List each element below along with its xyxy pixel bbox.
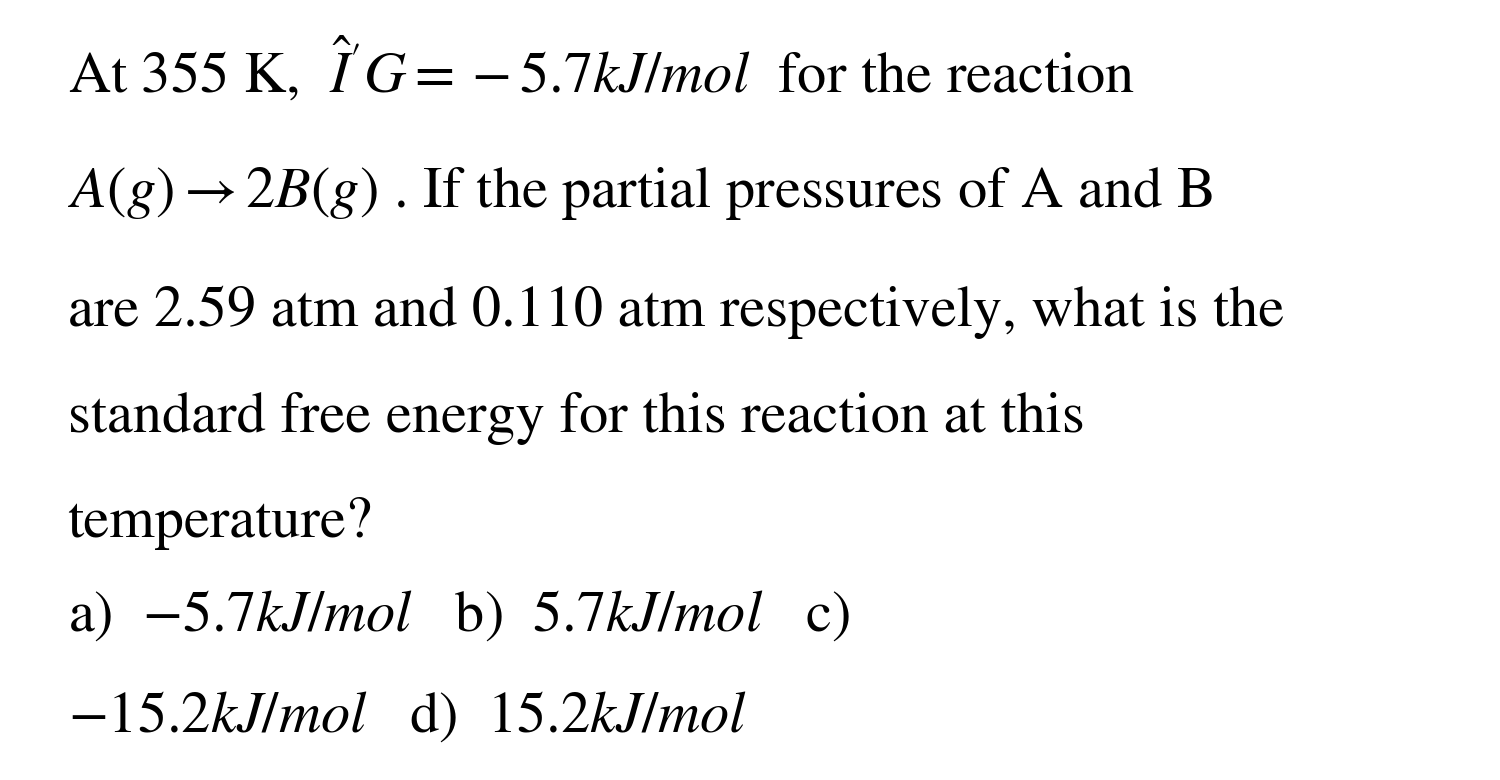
Text: temperature?: temperature? [68,497,372,550]
Text: $A(g) \rightarrow 2B(g)$ . If the partial pressures of A and B: $A(g) \rightarrow 2B(g)$ . If the partia… [68,165,1212,222]
Text: standard free energy for this reaction at this: standard free energy for this reaction a… [68,392,1084,445]
Text: a)  $-5.7kJ/mol$   b)  $5.7kJ/mol$   c): a) $-5.7kJ/mol$ b) $5.7kJ/mol$ c) [68,589,849,643]
Text: are 2.59 atm and 0.110 atm respectively, what is the: are 2.59 atm and 0.110 atm respectively,… [68,285,1284,339]
Text: $-15.2kJ/mol$   d)  $15.2kJ/mol$: $-15.2kJ/mol$ d) $15.2kJ/mol$ [68,690,747,745]
Text: At 355 K,  $\hat{I}^{\prime}G = -5.7kJ/mol$  for the reaction: At 355 K, $\hat{I}^{\prime}G = -5.7kJ/mo… [68,36,1134,105]
